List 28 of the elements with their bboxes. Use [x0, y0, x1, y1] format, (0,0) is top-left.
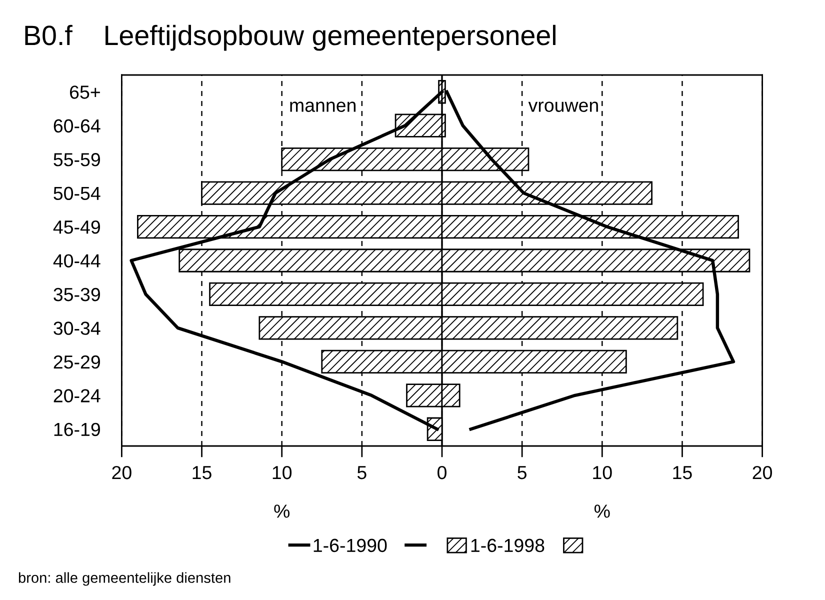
chart-title: B0.f Leeftijdsopbouw gemeentepersoneel — [25, 24, 556, 51]
y-tick-label: 40-44 — [53, 254, 100, 268]
y-tick-label: 35-39 — [54, 288, 100, 302]
annotation: vrouwen — [528, 102, 598, 112]
legend-label: 1-6-1990 — [314, 538, 387, 552]
y-tick-label: 45-49 — [53, 220, 100, 234]
y-tick-label: 25-29 — [54, 355, 100, 369]
y-tick-label: 16-19 — [54, 422, 100, 436]
x-tick-label: 10 — [272, 466, 292, 480]
x-tick-label: 5 — [357, 466, 366, 480]
x-axis-title: % — [274, 504, 290, 518]
x-tick-label: 15 — [192, 466, 212, 480]
x-tick-label: 20 — [752, 466, 772, 480]
x-tick-label: 10 — [593, 466, 612, 480]
x-tick-label: 5 — [518, 466, 527, 480]
y-tick-label: 55-59 — [54, 153, 100, 166]
x-tick-label: 20 — [112, 466, 132, 480]
y-tick-label: 65+ — [70, 86, 100, 99]
y-tick-label: 60-64 — [54, 119, 100, 133]
legend-label: 1-6-1998 — [471, 538, 544, 552]
y-tick-label: 20-24 — [54, 389, 100, 402]
x-tick-label: 0 — [438, 466, 446, 480]
y-tick-label: 50-54 — [54, 186, 100, 200]
text: bron: alle gemeentelijke diensten — [18, 572, 230, 586]
text: % — [594, 504, 610, 518]
x-tick-label: 15 — [673, 466, 692, 480]
annotation: mannen — [290, 102, 356, 112]
y-tick-label: 30-34 — [54, 322, 100, 335]
